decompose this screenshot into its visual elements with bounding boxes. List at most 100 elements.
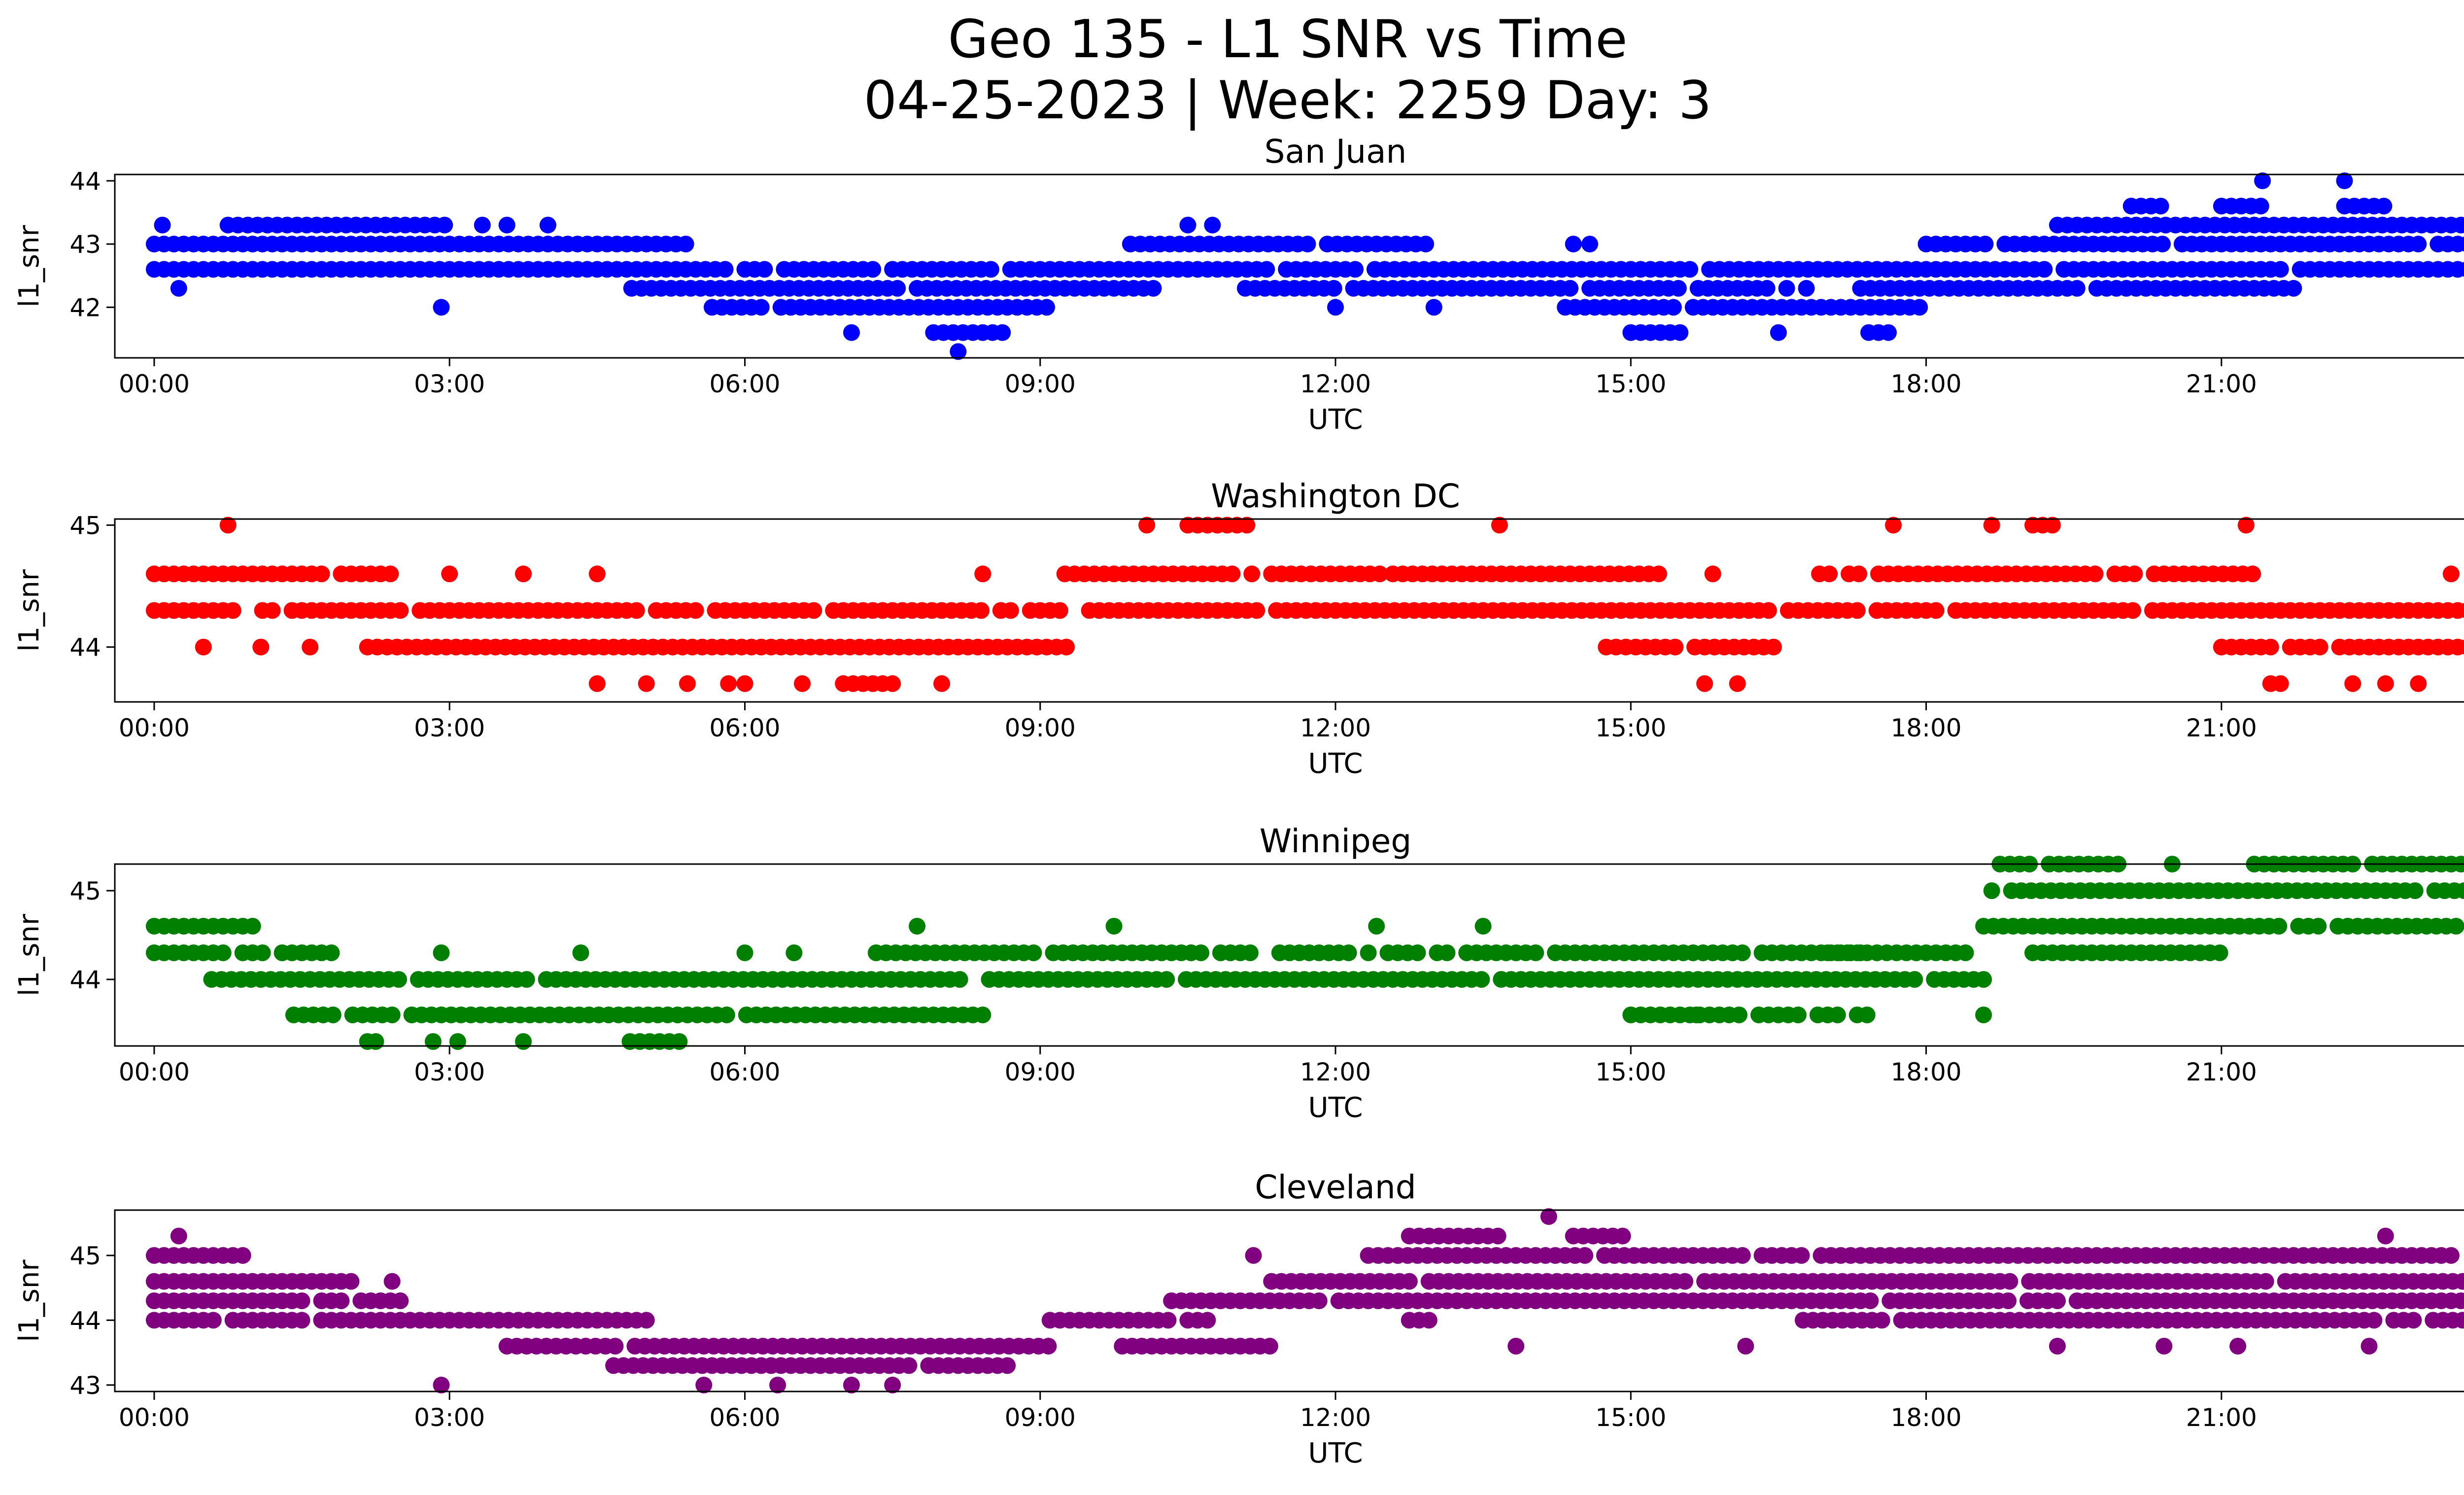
data-point [1179, 216, 1197, 234]
data-point [2377, 675, 2394, 692]
data-point [843, 324, 860, 341]
data-point [2229, 1338, 2247, 1355]
data-point [1911, 299, 1928, 316]
x-tick-label: 00:00 [119, 370, 190, 398]
data-point [1848, 602, 1866, 619]
data-point [2459, 603, 2464, 618]
x-tick-label: 03:00 [414, 370, 485, 398]
data-point [2000, 1292, 2017, 1309]
data-point [671, 1033, 688, 1050]
data-point [449, 1033, 466, 1050]
data-point [2377, 1227, 2394, 1245]
data-point [244, 918, 261, 935]
data-point [2442, 1247, 2460, 1264]
data-point [2405, 1312, 2422, 1329]
data-point [999, 1357, 1016, 1374]
data-point [638, 1312, 655, 1329]
data-point [1677, 1273, 1694, 1290]
y-tick-label: 45 [69, 511, 101, 540]
data-point [1729, 675, 1746, 692]
x-axis-label: UTC [1308, 1092, 1363, 1124]
data-point [219, 517, 237, 534]
data-point [1401, 1273, 1418, 1290]
subplot-title: Winnipeg [1260, 822, 1412, 860]
data-point [1760, 602, 1777, 619]
scatter-points [145, 1208, 2464, 1393]
y-tick-label: 43 [69, 1371, 101, 1400]
subplot-title: San Juan [1265, 133, 1407, 171]
data-point [293, 1312, 310, 1329]
data-point [1105, 918, 1123, 935]
data-point [1862, 1292, 1879, 1309]
data-point [900, 1357, 918, 1374]
data-point [1193, 944, 1209, 961]
data-point [436, 216, 453, 234]
x-tick-label: 03:00 [414, 714, 485, 742]
x-tick-label: 21:00 [2186, 1403, 2257, 1432]
data-point [474, 216, 491, 234]
data-point [2126, 565, 2143, 583]
y-tick-label: 45 [69, 877, 101, 905]
data-point [382, 565, 399, 583]
data-point [2459, 236, 2464, 252]
data-point [1665, 299, 1682, 316]
data-point [1040, 1338, 1057, 1355]
data-point [2462, 1296, 2464, 1306]
data-point [342, 1273, 360, 1290]
data-point [214, 944, 232, 961]
data-point [1975, 971, 1992, 988]
data-point [195, 638, 212, 656]
x-tick-label: 00:00 [119, 1058, 190, 1086]
data-point [2272, 675, 2289, 692]
data-point [392, 1292, 409, 1309]
data-point [2152, 198, 2169, 215]
data-point [2211, 944, 2228, 961]
data-point [1983, 882, 2000, 899]
data-point [1650, 565, 1667, 583]
subplot-cleveland: 00:00 03:00 06:00 09:00 12:00 15:00 18:00 21:00… [13, 1168, 2464, 1469]
data-point [1347, 261, 1364, 278]
data-point [1058, 638, 1075, 656]
data-point [1562, 279, 1579, 297]
data-point [1734, 1247, 1751, 1264]
x-tick-label: 21:00 [2186, 1058, 2257, 1086]
data-point [1160, 1312, 1177, 1329]
data-point [390, 971, 407, 988]
data-point [2456, 882, 2464, 899]
data-point [2375, 198, 2393, 215]
x-tick-label: 18:00 [1891, 370, 1962, 398]
data-point [2361, 1338, 2378, 1355]
data-point [2068, 279, 2086, 297]
data-point [1576, 1247, 1594, 1264]
data-point [2252, 198, 2269, 215]
data-point [720, 675, 737, 692]
data-point [1438, 944, 1456, 961]
x-tick-label: 12:00 [1300, 1058, 1371, 1086]
data-point [205, 1312, 222, 1329]
data-point [1731, 1007, 1747, 1023]
data-point [1758, 279, 1776, 297]
data-point [1409, 944, 1426, 961]
data-point [1737, 1338, 1754, 1355]
data-point [805, 602, 822, 619]
data-point [1489, 1227, 1506, 1245]
data-point [2454, 1273, 2464, 1290]
x-tick-label: 18:00 [1891, 1058, 1962, 1086]
data-point [1473, 971, 1490, 988]
data-point [736, 675, 753, 692]
data-point [539, 216, 556, 234]
y-tick-label: 44 [69, 167, 101, 196]
data-point [264, 602, 281, 619]
x-tick-label: 15:00 [1595, 714, 1666, 742]
data-point [843, 1376, 860, 1393]
x-tick-label: 15:00 [1595, 1403, 1666, 1432]
data-point [1327, 299, 1344, 316]
data-point [1051, 602, 1068, 619]
data-point [2237, 517, 2255, 534]
data-point [2410, 675, 2427, 692]
data-point [1880, 324, 1897, 341]
data-point [1360, 944, 1377, 961]
scatter-points [145, 517, 2464, 692]
data-point [1581, 236, 1598, 253]
data-point [864, 261, 882, 278]
